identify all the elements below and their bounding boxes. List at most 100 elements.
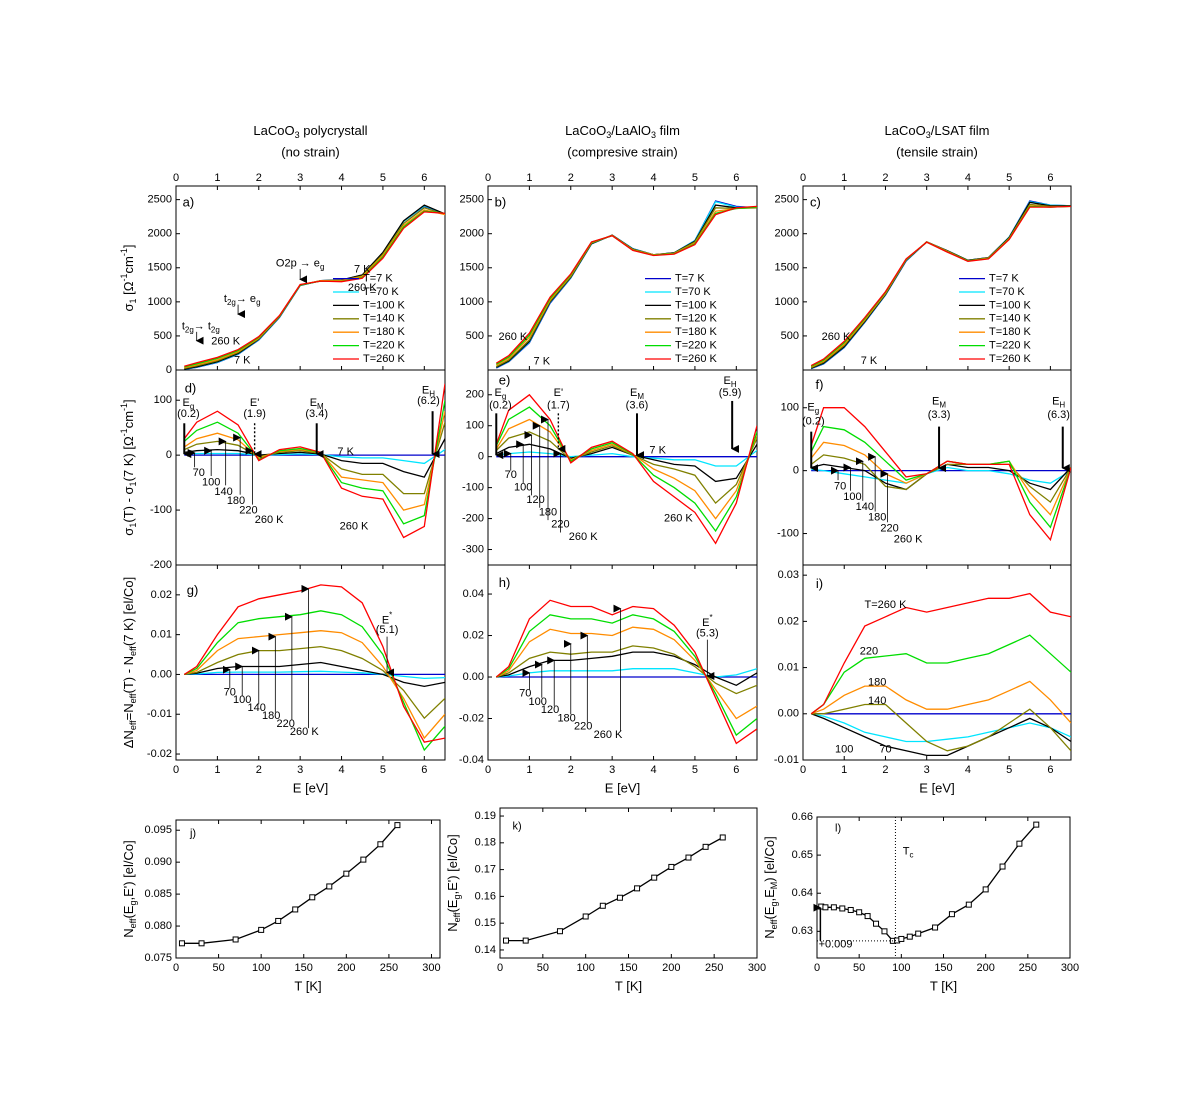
x-tick-label: 1 bbox=[841, 764, 847, 776]
annotation: 260 K bbox=[290, 726, 319, 738]
y-tick-label: 2500 bbox=[148, 194, 172, 206]
y-axis-label-part: eff bbox=[128, 693, 138, 703]
y-tick-label: 0.03 bbox=[778, 569, 799, 581]
annotation-part: H bbox=[731, 380, 737, 389]
x-tick-label: 5 bbox=[1006, 172, 1012, 184]
annotation-part: 2g bbox=[211, 325, 220, 334]
series-line bbox=[810, 407, 1071, 542]
y-axis-label-part: -1 bbox=[119, 248, 129, 256]
y-tick-label: -100 bbox=[777, 527, 799, 539]
plot-frame bbox=[175, 819, 441, 959]
series-line bbox=[811, 713, 1071, 743]
x-axis-label: T [K] bbox=[930, 978, 957, 993]
marker bbox=[881, 928, 888, 935]
annotation: 7 K bbox=[337, 446, 354, 458]
annotation: 140 bbox=[248, 702, 266, 714]
annotation: 260 K bbox=[664, 512, 693, 524]
annotation-part: O2p → e bbox=[276, 258, 320, 270]
plot-lines bbox=[495, 393, 757, 545]
y-tick-label: 0.00 bbox=[151, 668, 172, 680]
marker bbox=[999, 863, 1006, 870]
y-tick-label: 0.085 bbox=[144, 888, 172, 900]
plot-lines bbox=[183, 383, 445, 539]
legend-label: T=260 K bbox=[363, 353, 406, 365]
annotation: 180 bbox=[868, 512, 886, 524]
plot-lines bbox=[184, 204, 445, 370]
annotation-part: 2g bbox=[185, 325, 194, 334]
y-axis-label-part: σ bbox=[121, 528, 136, 536]
x-tick-label: 300 bbox=[1061, 962, 1079, 974]
y-tick-label: 1000 bbox=[460, 296, 484, 308]
series-line bbox=[184, 449, 445, 465]
x-tick-label: 3 bbox=[297, 172, 303, 184]
annotation: E* bbox=[382, 611, 392, 627]
x-tick-label: 3 bbox=[609, 764, 615, 776]
x-tick-label: 5 bbox=[1006, 764, 1012, 776]
annotation-part: E bbox=[702, 617, 709, 629]
y-tick-label: 0.00 bbox=[778, 708, 799, 720]
annotation: 70 bbox=[505, 469, 517, 481]
x-tick-label: 150 bbox=[619, 962, 637, 974]
series-line bbox=[810, 680, 1071, 724]
y-axis-label-part: =N bbox=[121, 703, 136, 720]
x-tick-label: 0 bbox=[800, 172, 806, 184]
x-tick-label: 100 bbox=[892, 962, 910, 974]
y-axis-label-part: (E bbox=[445, 899, 460, 912]
y-axis-label-part: ΔN bbox=[121, 730, 136, 748]
y-tick-label: 0.19 bbox=[475, 810, 496, 822]
y-tick-label: -0.04 bbox=[459, 754, 484, 766]
plot-lines bbox=[810, 592, 1071, 757]
y-tick-label: 0 bbox=[793, 465, 799, 477]
marker bbox=[847, 906, 854, 913]
x-tick-label: 5 bbox=[380, 764, 386, 776]
series-line bbox=[495, 406, 757, 533]
x-tick-label: 200 bbox=[662, 962, 680, 974]
y-tick-label: 2000 bbox=[148, 228, 172, 240]
annotation-part: g bbox=[190, 402, 194, 411]
marker bbox=[982, 886, 989, 893]
x-tick-label: 200 bbox=[337, 962, 355, 974]
annotation-part: E bbox=[1052, 395, 1059, 407]
column-title: LaCoO3/LSAT film bbox=[885, 123, 990, 140]
annotation: 100 bbox=[233, 694, 251, 706]
series-line bbox=[810, 200, 1071, 370]
column-title-part: polycrystall bbox=[300, 123, 368, 138]
series-line bbox=[821, 824, 1037, 942]
y-tick-label: 0.17 bbox=[475, 864, 496, 876]
x-tick-label: 100 bbox=[576, 962, 594, 974]
column-title-part: /LSAT film bbox=[931, 123, 990, 138]
annotation: EH bbox=[1052, 395, 1065, 409]
marker bbox=[1033, 821, 1040, 828]
y-tick-label: 0.15 bbox=[475, 917, 496, 929]
annotation: 180 bbox=[557, 712, 575, 724]
annotation: Tc bbox=[903, 845, 914, 859]
series-line bbox=[182, 824, 398, 944]
series-line bbox=[495, 206, 757, 366]
x-tick-label: 2 bbox=[256, 764, 262, 776]
x-tick-label: 1 bbox=[841, 172, 847, 184]
annotation: (1.9) bbox=[243, 408, 266, 420]
annotation-part: E bbox=[310, 397, 317, 409]
x-axis-label: E [eV] bbox=[293, 780, 328, 795]
x-tick-label: 4 bbox=[965, 764, 971, 776]
legend-label: T=100 K bbox=[989, 299, 1032, 311]
annotation-part: M bbox=[637, 392, 644, 401]
x-tick-label: 150 bbox=[295, 962, 313, 974]
legend-label: T=140 K bbox=[989, 313, 1032, 325]
column-title-part: 3 bbox=[606, 130, 611, 140]
annotation: (0.2) bbox=[802, 415, 825, 427]
legend-label: T=70 K bbox=[363, 286, 399, 298]
series-line bbox=[496, 449, 757, 467]
marker bbox=[616, 894, 623, 901]
x-tick-label: 3 bbox=[924, 172, 930, 184]
y-tick-label: -0.01 bbox=[147, 708, 172, 720]
series-line bbox=[495, 418, 757, 520]
annotation: 120 bbox=[541, 704, 559, 716]
x-tick-label: 5 bbox=[692, 172, 698, 184]
annotation: O2p → eg bbox=[276, 258, 324, 272]
x-tick-label: 0 bbox=[173, 962, 179, 974]
y-axis-label-part: -1 bbox=[119, 403, 129, 411]
legend-label: T=260 K bbox=[675, 353, 718, 365]
series-line bbox=[184, 438, 445, 478]
y-axis-label-part: [Ω bbox=[121, 281, 136, 298]
